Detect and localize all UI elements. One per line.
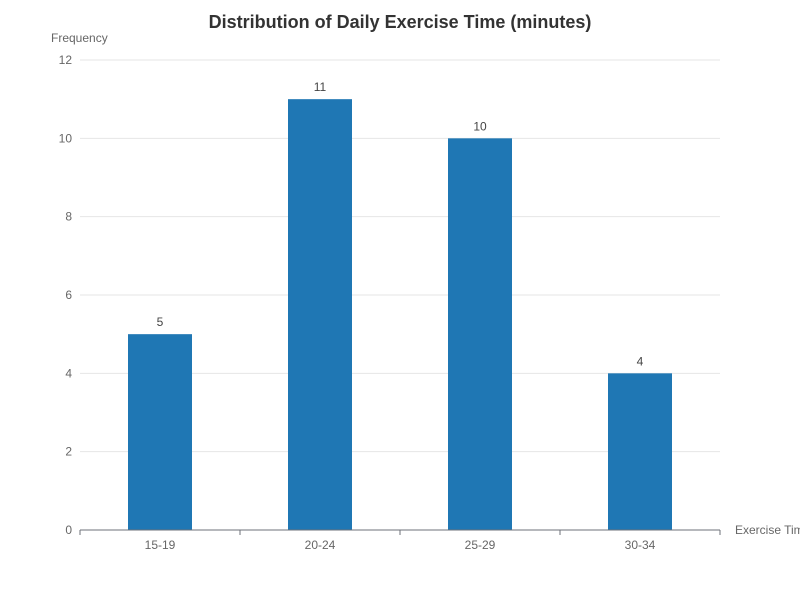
y-axis-label: Frequency [51,31,108,45]
x-tick-label: 25-29 [465,538,496,552]
chart-title: Distribution of Daily Exercise Time (min… [209,12,592,32]
bar-value-label: 5 [157,315,164,329]
y-tick-label: 2 [65,445,72,459]
bar-value-label: 11 [314,80,327,94]
x-tick-label: 20-24 [305,538,336,552]
x-axis-label: Exercise Time [735,523,800,537]
bar [448,138,512,531]
bar [288,99,352,531]
bar [128,334,192,530]
bar-value-label: 10 [473,119,487,133]
x-tick-label: 30-34 [625,538,656,552]
y-tick-label: 6 [65,288,72,302]
y-tick-label: 0 [65,523,72,537]
x-tick-label: 15-19 [145,538,176,552]
bar-value-label: 4 [637,354,644,368]
bars: 5 11 10 4 [128,80,672,531]
y-tick-label: 12 [59,53,73,67]
y-tick-label: 10 [59,131,73,145]
axes: 0 2 4 6 8 10 12 15-19 20-24 25-29 30-34 [59,53,721,552]
y-tick-label: 8 [65,210,72,224]
bar [608,373,672,530]
y-tick-label: 4 [65,366,72,380]
